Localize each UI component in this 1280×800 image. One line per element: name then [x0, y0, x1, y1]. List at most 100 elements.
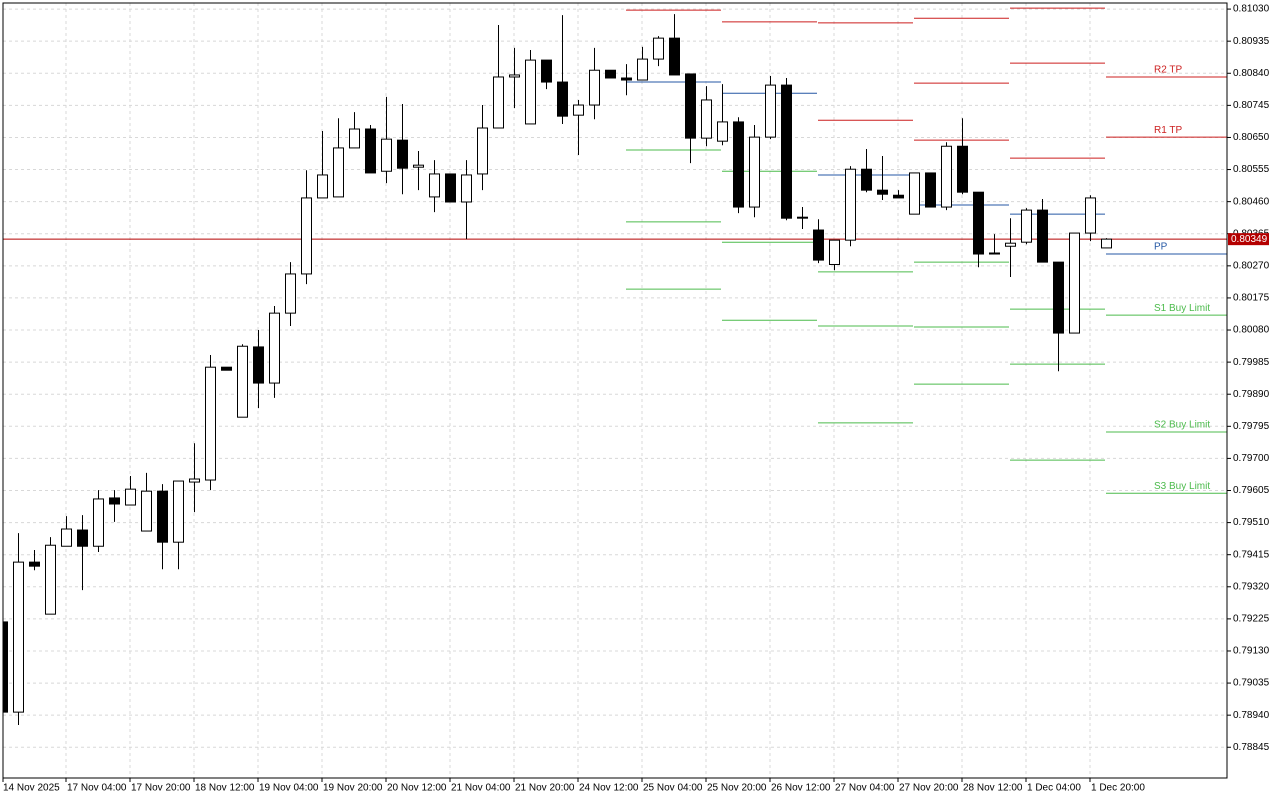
candle-body [589, 69, 600, 106]
candle-body [573, 104, 584, 116]
candle-body [157, 490, 168, 543]
grid [3, 3, 1227, 778]
candle-body [317, 174, 328, 199]
y-tick-label: 0.79795 [1233, 421, 1270, 432]
x-tick-label: 1 Dec 04:00 [1027, 783, 1081, 794]
candle-body [109, 497, 120, 505]
candle-body [221, 366, 232, 371]
candle-body [957, 145, 968, 193]
support-level-label: S2 Buy Limit [1154, 420, 1210, 431]
y-tick-label: 0.79225 [1233, 614, 1270, 625]
candle-body [141, 490, 152, 532]
y-tick-label: 0.79510 [1233, 517, 1270, 528]
x-tick-label: 21 Nov 20:00 [515, 783, 575, 794]
candle-body [493, 76, 504, 129]
candle-body [973, 191, 984, 255]
y-tick-label: 0.79700 [1233, 453, 1270, 464]
candle-body [77, 529, 88, 547]
candle-body [557, 81, 568, 117]
candle-body [125, 488, 136, 506]
candle-body [365, 128, 376, 174]
x-tick-label: 26 Nov 12:00 [771, 783, 831, 794]
pivot-level-label: PP [1154, 242, 1168, 253]
candle-body [637, 58, 648, 81]
y-tick-label: 0.80175 [1233, 293, 1270, 304]
x-tick-label: 1 Dec 20:00 [1091, 783, 1145, 794]
candle-body [381, 138, 392, 172]
x-tick-label: 19 Nov 20:00 [323, 783, 383, 794]
y-tick-label: 0.80080 [1233, 325, 1270, 336]
x-tick-label: 20 Nov 12:00 [387, 783, 447, 794]
candle-body [205, 366, 216, 481]
candle-body [1053, 261, 1064, 334]
candle-body [1021, 209, 1032, 243]
y-tick-label: 0.80270 [1233, 260, 1270, 271]
axes: 0.81030 0.80935 0.80840 0.80745 0.80650 0.805… [2, 4, 1270, 794]
y-tick-label: 0.80840 [1233, 68, 1270, 79]
candle-body [269, 312, 280, 384]
support-level-label: S1 Buy Limit [1154, 303, 1210, 314]
candle-body [173, 480, 184, 543]
y-tick-label: 0.81030 [1233, 4, 1270, 15]
y-tick-label: 0.80935 [1233, 36, 1270, 47]
candle-body [749, 136, 760, 208]
candle-body [605, 69, 616, 79]
candle-body [445, 173, 456, 203]
candle-body [45, 544, 56, 615]
candle-body [765, 84, 776, 138]
x-tick-label: 27 Nov 20:00 [899, 783, 959, 794]
candle-body [829, 239, 840, 265]
candle-body [61, 528, 72, 547]
candle-body [541, 59, 552, 83]
candle-body [941, 145, 952, 208]
candle-body [13, 561, 24, 713]
candle-body [3, 621, 8, 713]
y-tick-label: 0.80650 [1233, 132, 1270, 143]
plot-area: R2 TP R1 TP PP S1 Buy Limit S2 Buy Limit S3 B… [3, 7, 1227, 725]
candle-body [301, 197, 312, 275]
candle-body [669, 37, 680, 76]
y-tick-label: 0.79605 [1233, 485, 1270, 496]
candle-body [349, 128, 360, 149]
y-tick-label: 0.80460 [1233, 196, 1270, 207]
y-tick-label: 0.78940 [1233, 710, 1270, 721]
support-level-label: S3 Buy Limit [1154, 481, 1210, 492]
candle-body [925, 172, 936, 208]
candle-body [525, 59, 536, 125]
x-tick-label: 17 Nov 04:00 [67, 783, 127, 794]
candle-body [797, 216, 808, 219]
candle-body [1085, 197, 1096, 234]
y-tick-label: 0.79415 [1233, 549, 1270, 560]
x-tick-label: 24 Nov 12:00 [579, 783, 639, 794]
y-tick-label: 0.79130 [1233, 646, 1270, 657]
resistance-level-label: R2 TP [1154, 65, 1182, 76]
candle-body [989, 252, 1000, 255]
x-tick-label: 28 Nov 12:00 [963, 783, 1023, 794]
candle-body [845, 168, 856, 241]
x-tick-label: 25 Nov 20:00 [707, 783, 767, 794]
x-tick-label: 19 Nov 04:00 [259, 783, 319, 794]
candle-body [701, 99, 712, 139]
candle-body [717, 121, 728, 142]
x-tick-label: 21 Nov 04:00 [451, 783, 511, 794]
candle-body [893, 194, 904, 199]
candle-body [653, 37, 664, 60]
candle-body [461, 174, 472, 203]
candle-body [1069, 232, 1080, 334]
candle-body [237, 345, 248, 418]
candle-body [1037, 209, 1048, 263]
candle-body [429, 173, 440, 198]
y-tick-label: 0.79035 [1233, 678, 1270, 689]
y-tick-label: 0.79985 [1233, 357, 1270, 368]
candle-body [413, 164, 424, 168]
y-tick-label: 0.80555 [1233, 164, 1270, 175]
candle-body [397, 139, 408, 169]
candle-body [685, 73, 696, 139]
y-tick-label: 0.79890 [1233, 389, 1270, 400]
candle-body [877, 189, 888, 195]
last-price-label: 0.80349 [1231, 234, 1268, 245]
candle-body [29, 561, 40, 567]
y-tick-label: 0.80745 [1233, 100, 1270, 111]
candle-body [813, 229, 824, 261]
